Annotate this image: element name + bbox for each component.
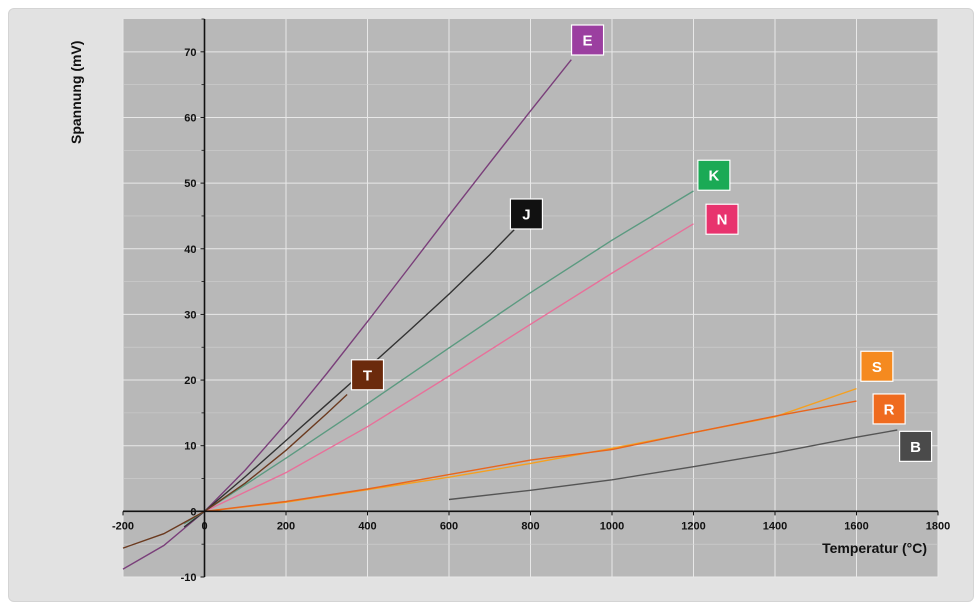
x-tick-label: 400 bbox=[358, 520, 376, 532]
x-tick-label: 1800 bbox=[926, 520, 950, 532]
series-tag-box bbox=[860, 350, 894, 382]
series-tag-box bbox=[697, 159, 731, 191]
x-tick-label: -200 bbox=[112, 520, 134, 532]
x-tick-label: 1400 bbox=[763, 520, 787, 532]
series-tag-box bbox=[705, 203, 739, 235]
y-tick-label: 10 bbox=[184, 441, 196, 453]
x-tick-label: 800 bbox=[521, 520, 539, 532]
y-tick-label: 40 bbox=[184, 244, 196, 256]
series-line-r bbox=[204, 400, 857, 513]
series-tag-box bbox=[350, 359, 385, 391]
y-tick-label: 0 bbox=[190, 506, 196, 518]
x-tick-label: 1000 bbox=[600, 520, 624, 532]
series-tag-box bbox=[509, 198, 544, 230]
y-tick-label: 50 bbox=[184, 178, 196, 190]
y-axis-label: Spannung (mV) bbox=[68, 41, 84, 144]
series-tag-box bbox=[570, 24, 605, 56]
series-tag-box bbox=[872, 393, 906, 425]
series-tag-label: E bbox=[583, 33, 593, 50]
x-tick-label: 1200 bbox=[681, 520, 705, 532]
series-tag-label: R bbox=[884, 401, 895, 418]
series-line-n bbox=[204, 223, 694, 513]
y-tick-label: 60 bbox=[184, 112, 196, 124]
series-tag-r: R bbox=[872, 393, 906, 425]
series-tag-k: K bbox=[697, 159, 731, 191]
series-line-b bbox=[448, 429, 898, 501]
x-axis-label: Temperatur (°C) bbox=[822, 540, 927, 556]
series-line-t bbox=[122, 393, 348, 549]
y-tick-label: -10 bbox=[181, 572, 197, 584]
series-tag-label: N bbox=[717, 212, 728, 229]
y-tick-label: 20 bbox=[184, 375, 196, 387]
thermocouple-chart: -10 10 20 30 40 50 60 70 0 -200 0 200 400 600 800 1000 1… bbox=[68, 18, 950, 584]
series-tag-label: K bbox=[708, 168, 719, 185]
series-tag-s: S bbox=[860, 350, 894, 382]
series-tag-b: B bbox=[898, 430, 933, 462]
series-tag-label: B bbox=[910, 439, 921, 456]
x-tick-label: 0 bbox=[201, 520, 207, 532]
series-tag-n: N bbox=[705, 203, 739, 235]
x-tick-label: 600 bbox=[440, 520, 458, 532]
series-line-j bbox=[183, 229, 515, 528]
y-tick-label: 30 bbox=[184, 309, 196, 321]
series-tag-label: J bbox=[522, 206, 530, 223]
series-tag-label: S bbox=[872, 359, 882, 376]
chart-frame: -10 10 20 30 40 50 60 70 0 -200 0 200 400 600 800 1000 1… bbox=[8, 8, 974, 602]
y-tick-label: 70 bbox=[184, 47, 196, 59]
series-tag-j: J bbox=[509, 198, 544, 230]
series-tag-label: T bbox=[363, 367, 372, 384]
series-tag-t: T bbox=[350, 359, 385, 391]
series-tag-e: E bbox=[570, 24, 605, 56]
series-tag-box bbox=[898, 430, 933, 462]
x-tick-label: 1600 bbox=[844, 520, 868, 532]
x-tick-label: 200 bbox=[277, 520, 295, 532]
